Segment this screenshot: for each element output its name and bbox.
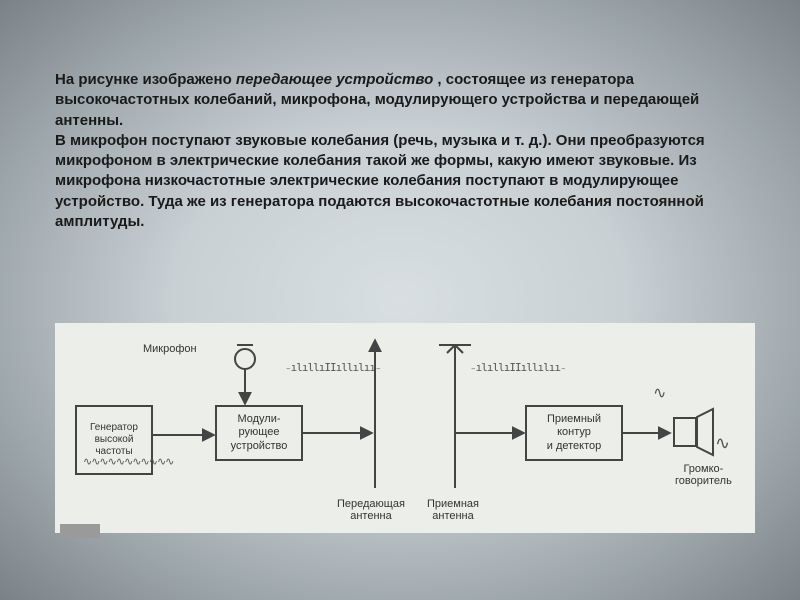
tx-antenna-label: Передающая антенна <box>337 498 405 522</box>
text-emphasis: передающее устройство <box>236 71 433 88</box>
text-segment: На рисунке изображено <box>55 71 236 88</box>
speaker-icon <box>673 417 697 447</box>
description-paragraph: На рисунке изображено передающее устройс… <box>55 70 745 232</box>
microphone-label: Микрофон <box>143 343 197 355</box>
audio-out-wave-icon: ∿ <box>715 433 729 454</box>
modulator-label: Модули- рующее устройство <box>221 413 297 453</box>
receiver-label: Приемный контур и детектор <box>547 413 602 453</box>
modulated-wave-icon: ₋ılıllıIIıllılıı₋ <box>470 361 566 374</box>
modulated-wave-icon: ₋ılıllıIIıllılıı₋ <box>285 361 381 374</box>
modulator-block: Модули- рующее устройство <box>215 405 303 461</box>
rx-antenna-label: Приемная антенна <box>427 498 479 522</box>
generator-label: Генератор высокой частоты <box>81 422 147 458</box>
crop-indicator <box>60 524 100 538</box>
radio-diagram: Генератор высокой частоты ∿∿∿∿∿∿∿∿∿∿∿ Мо… <box>55 323 755 533</box>
receiver-block: Приемный контур и детектор <box>525 405 623 461</box>
speaker-label: Громко- говоритель <box>675 463 732 487</box>
text-segment: В микрофон поступают звуковые колебания … <box>55 132 705 230</box>
carrier-wave-icon: ∿∿∿∿∿∿∿∿∿∿∿ <box>83 455 173 468</box>
audio-out-wave-icon: ∿ <box>653 383 665 402</box>
